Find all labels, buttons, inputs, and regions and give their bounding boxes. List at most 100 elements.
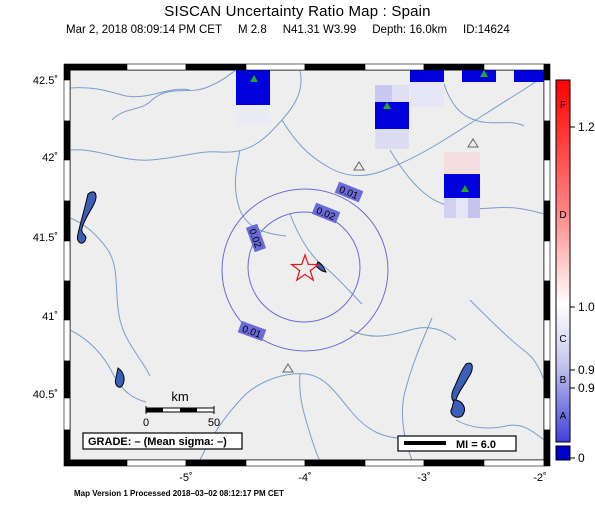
- lon-label: -3˚: [417, 472, 430, 484]
- scale-bar: km 0 50: [143, 389, 220, 429]
- reservoir: [115, 367, 125, 388]
- event-depth: Depth: 16.0km: [372, 24, 448, 36]
- frame-segment: [423, 459, 485, 467]
- lon-axis-labels: -5˚ -4˚ -3˚ -2˚: [179, 472, 546, 484]
- event-info: Mar 2, 2018 08:09:14 PM CET M 2.8 N41.31 W…: [66, 24, 526, 36]
- grid-cell: [410, 70, 444, 82]
- frame-segment: [63, 79, 71, 122]
- river-line: [111, 70, 237, 121]
- unused-station-triangle-icon[interactable]: [282, 363, 294, 373]
- reservoir: [77, 191, 97, 244]
- colorbar-zero-swatch: [555, 445, 571, 461]
- river-line: [70, 329, 147, 403]
- station-triangle-icon[interactable]: [383, 102, 391, 109]
- event-location: N41.31 W3.99: [282, 24, 357, 36]
- river-line: [439, 70, 525, 127]
- colorbar-value: 0.9: [578, 363, 595, 377]
- frame-segment: [63, 69, 71, 81]
- frame-segment: [364, 459, 425, 467]
- lon-label: -4˚: [298, 472, 311, 484]
- frame-segment: [63, 240, 71, 282]
- stations: [250, 70, 488, 373]
- grid-cell: [444, 152, 480, 174]
- contour-inner: [247, 211, 361, 323]
- scale-tick: 50: [208, 417, 220, 429]
- frame-segment: [63, 200, 71, 242]
- station-triangle-icon[interactable]: [480, 70, 488, 77]
- rivers: [70, 70, 544, 460]
- reservoir: [450, 399, 465, 418]
- frame-border: [63, 63, 551, 467]
- contour-outer: [221, 188, 389, 352]
- frame-segment: [69, 63, 128, 71]
- grid-cell: [514, 70, 544, 82]
- grid-cell: [392, 85, 409, 102]
- event-id: ID:14624: [463, 24, 510, 36]
- map-title: SISCAN Uncertainty Ratio Map : Spain: [164, 3, 431, 20]
- station-triangle-icon[interactable]: [461, 185, 469, 192]
- frame-segment: [63, 63, 71, 71]
- frame-segment: [63, 360, 71, 399]
- river-line: [70, 217, 151, 377]
- river-line: [289, 213, 363, 305]
- map-footer: Map Version 1 Processed 2018–03–02 08:12…: [74, 489, 284, 498]
- river-line: [455, 419, 544, 441]
- river-line: [469, 299, 544, 381]
- frame-segment: [126, 63, 187, 71]
- lat-label: 41.5˚: [33, 232, 58, 244]
- frame-segment: [543, 459, 551, 467]
- frame-segment: [423, 63, 485, 71]
- frame-segment: [304, 63, 366, 71]
- frame-segment: [543, 429, 551, 461]
- grid-cell: [236, 70, 270, 105]
- grid-cell: [468, 198, 480, 218]
- frame-segment: [543, 200, 551, 242]
- epicenter-star-icon[interactable]: [289, 253, 321, 282]
- colorbar-letter: D: [559, 210, 566, 221]
- lat-label: 42.5˚: [33, 75, 58, 87]
- frame-segment: [543, 69, 551, 81]
- grid-cell: [444, 174, 480, 198]
- mi-legend-box: [397, 435, 517, 452]
- colorbar-letter: C: [559, 334, 566, 345]
- mi-legend-bar: [404, 441, 446, 445]
- lon-label: -5˚: [179, 472, 192, 484]
- colorbar-value: 1.2: [578, 120, 595, 134]
- river-line: [70, 87, 191, 98]
- event-datetime: Mar 2, 2018 08:09:14 PM CET: [66, 24, 222, 36]
- colorbar-letter: B: [560, 375, 567, 386]
- frame-segment: [543, 397, 551, 431]
- river-line: [299, 373, 321, 460]
- lat-label: 41˚: [42, 311, 58, 323]
- frame-segment: [63, 280, 71, 321]
- uncertainty-cells: [236, 70, 544, 218]
- frame-segment: [63, 459, 71, 467]
- frame-segment: [543, 159, 551, 202]
- frame-segment: [543, 240, 551, 282]
- unused-station-triangle-icon[interactable]: [353, 161, 365, 171]
- frame-segment: [543, 79, 551, 122]
- frame-segment: [185, 459, 247, 467]
- frame-segment: [63, 159, 71, 202]
- reservoirs: [77, 191, 473, 418]
- frame-segment: [245, 459, 306, 467]
- frame-segment: [543, 63, 551, 71]
- event-magnitude: M 2.8: [237, 24, 267, 36]
- frame-segment: [126, 459, 187, 467]
- station-triangle-icon[interactable]: [250, 75, 258, 82]
- grid-cell: [444, 198, 456, 218]
- frame-segment: [543, 360, 551, 399]
- unused-station-triangle-icon[interactable]: [467, 138, 479, 148]
- frame-segment: [543, 319, 551, 362]
- frame-segment: [63, 429, 71, 461]
- frame-segment: [63, 319, 71, 362]
- lat-label: 40.5˚: [33, 389, 58, 401]
- river-line: [199, 373, 411, 460]
- frame-segment: [185, 63, 247, 71]
- frame-segment: [63, 120, 71, 161]
- contours: [221, 188, 389, 352]
- map-land: [69, 69, 545, 461]
- grid-cell: [375, 85, 392, 102]
- river-line: [70, 70, 302, 161]
